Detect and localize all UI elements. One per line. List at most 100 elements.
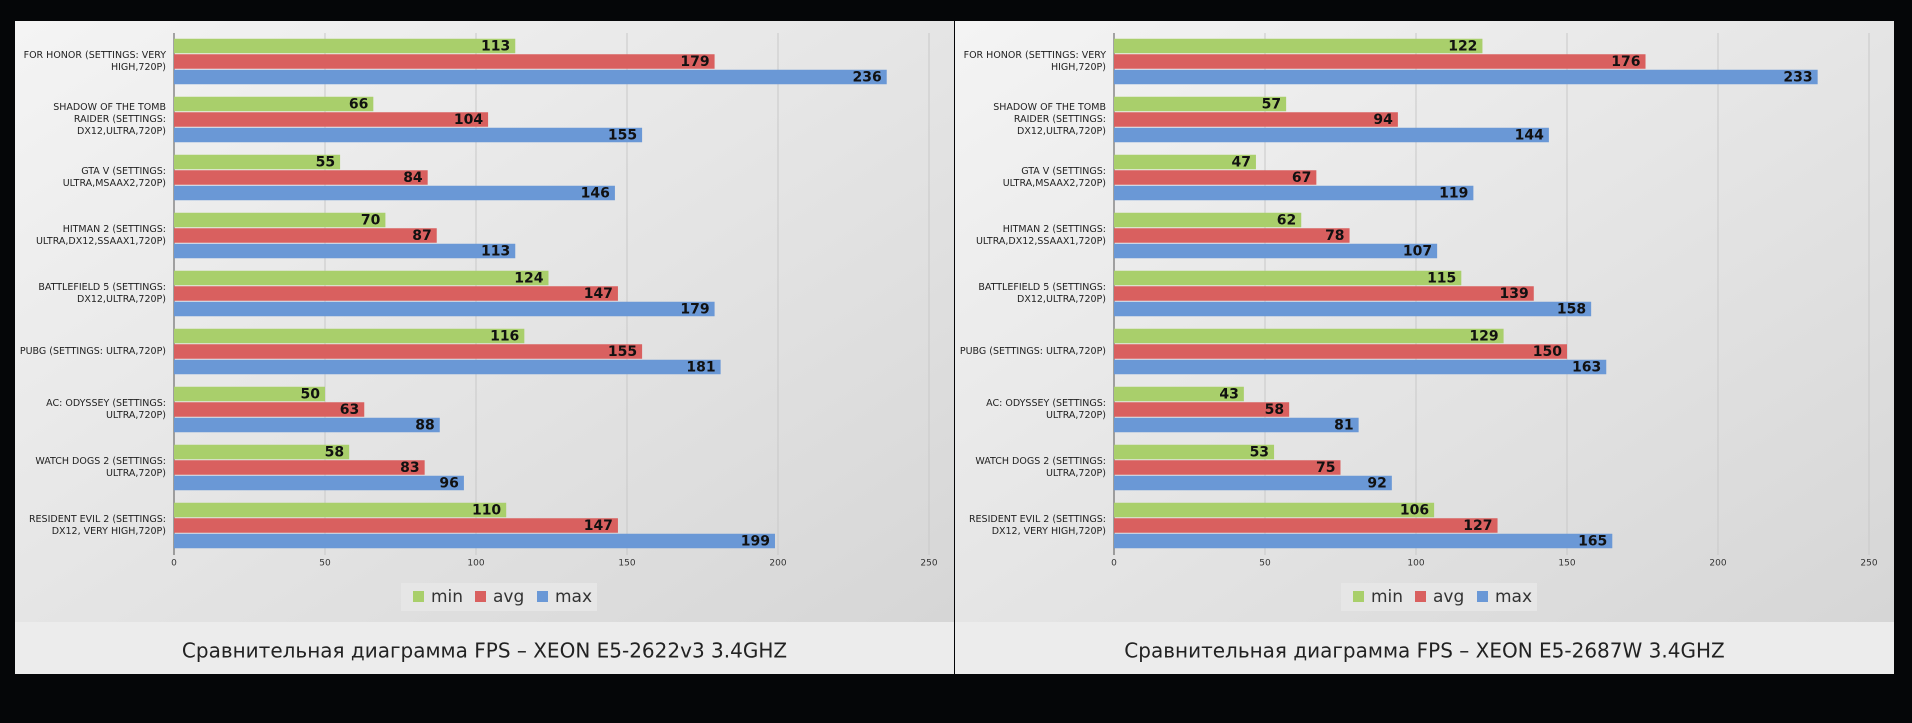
data-label: 127 (1463, 518, 1492, 534)
data-label: 129 (1469, 329, 1498, 345)
legend-swatch (475, 591, 486, 602)
bar (1114, 270, 1462, 286)
bar (174, 286, 618, 301)
bar (174, 328, 525, 344)
x-tick-label: 200 (1709, 559, 1726, 569)
category-label: FOR HONOR (SETTINGS: VERY HIGH,720P) (963, 50, 1106, 73)
data-label: 84 (403, 170, 423, 186)
data-label: 236 (852, 70, 881, 86)
bar (1114, 286, 1534, 301)
bar (174, 38, 516, 54)
data-label: 75 (1316, 460, 1335, 476)
bar (174, 502, 507, 518)
bar (174, 127, 643, 143)
bar (1114, 533, 1613, 549)
bar (174, 402, 365, 417)
bar (174, 344, 643, 359)
data-label: 113 (481, 244, 510, 260)
data-label: 150 (1533, 344, 1562, 360)
data-label: 124 (514, 271, 543, 287)
legend-label: max (555, 587, 592, 607)
legend-label: min (431, 587, 463, 607)
bar (1114, 502, 1435, 518)
data-label: 147 (584, 286, 613, 302)
legend-label: avg (1433, 587, 1464, 607)
data-label: 107 (1403, 244, 1432, 260)
data-label: 58 (1265, 402, 1284, 418)
legend-label: min (1371, 587, 1403, 607)
bar (1114, 417, 1359, 433)
bar (1114, 112, 1398, 127)
bar (174, 417, 440, 433)
data-label: 113 (481, 39, 510, 55)
legend-box (401, 583, 597, 611)
legend-swatch (1353, 591, 1364, 602)
bar (1114, 518, 1498, 533)
data-label: 163 (1572, 360, 1601, 376)
data-label: 62 (1277, 213, 1296, 229)
bar (1114, 228, 1350, 243)
data-label: 58 (325, 445, 344, 461)
data-label: 110 (472, 503, 501, 519)
data-label: 63 (340, 402, 359, 418)
data-label: 116 (490, 329, 519, 345)
bar (174, 228, 437, 243)
x-tick-label: 150 (1558, 559, 1575, 569)
data-label: 119 (1439, 186, 1468, 202)
bar (174, 212, 386, 228)
data-label: 106 (1400, 503, 1429, 519)
data-label: 66 (349, 97, 368, 113)
category-label: RESIDENT EVIL 2 (SETTINGS: DX12, VERY HI… (968, 514, 1106, 537)
data-label: 144 (1515, 128, 1544, 144)
data-label: 67 (1292, 170, 1311, 186)
data-label: 233 (1783, 70, 1812, 86)
category-label: SHADOW OF THE TOMB RAIDER (SETTINGS: DX1… (53, 102, 166, 137)
x-tick-label: 100 (467, 559, 484, 569)
data-label: 55 (316, 155, 335, 171)
x-tick-label: 0 (171, 559, 177, 569)
bar (174, 475, 464, 491)
data-label: 181 (686, 360, 715, 376)
bar (1114, 96, 1287, 112)
title-strip (15, 622, 954, 674)
legend-swatch (1415, 591, 1426, 602)
bar (174, 170, 428, 185)
category-label: WATCH DOGS 2 (SETTINGS: ULTRA,720P) (975, 456, 1106, 479)
data-label: 147 (584, 518, 613, 534)
category-label: HITMAN 2 (SETTINGS: ULTRA,DX12,SSAAX1,72… (35, 224, 166, 247)
bar (1114, 328, 1504, 344)
bar (174, 54, 715, 69)
data-label: 70 (361, 213, 381, 229)
x-tick-label: 150 (618, 559, 635, 569)
bar (1114, 344, 1567, 359)
legend-label: max (1495, 587, 1532, 607)
category-label: PUBG (SETTINGS: ULTRA,720P) (959, 346, 1106, 357)
category-label: RESIDENT EVIL 2 (SETTINGS: DX12, VERY HI… (28, 514, 166, 537)
bar (1114, 475, 1392, 491)
data-label: 158 (1557, 302, 1586, 318)
bar (1114, 69, 1818, 85)
chart-title: Сравнительная диаграмма FPS – XEON E5-26… (182, 639, 787, 663)
data-label: 81 (1334, 418, 1353, 434)
data-label: 88 (415, 418, 434, 434)
data-label: 155 (608, 128, 637, 144)
bar (1114, 185, 1474, 201)
data-label: 47 (1231, 155, 1250, 171)
bar (1114, 243, 1438, 259)
chart-title: Сравнительная диаграмма FPS – XEON E5-26… (1124, 639, 1724, 663)
bar (174, 112, 489, 127)
data-label: 57 (1262, 97, 1281, 113)
category-label: AC: ODYSSEY (SETTINGS: ULTRA,720P) (46, 398, 166, 421)
category-label: HITMAN 2 (SETTINGS: ULTRA,DX12,SSAAX1,72… (975, 224, 1106, 247)
legend-swatch (537, 591, 548, 602)
bar (174, 154, 341, 170)
data-label: 139 (1500, 286, 1529, 302)
bar (1114, 402, 1290, 417)
bar (174, 185, 615, 201)
legend-swatch (413, 591, 424, 602)
bar (174, 533, 775, 549)
data-label: 104 (454, 112, 483, 128)
bar (1114, 444, 1275, 460)
x-tick-label: 200 (769, 559, 786, 569)
